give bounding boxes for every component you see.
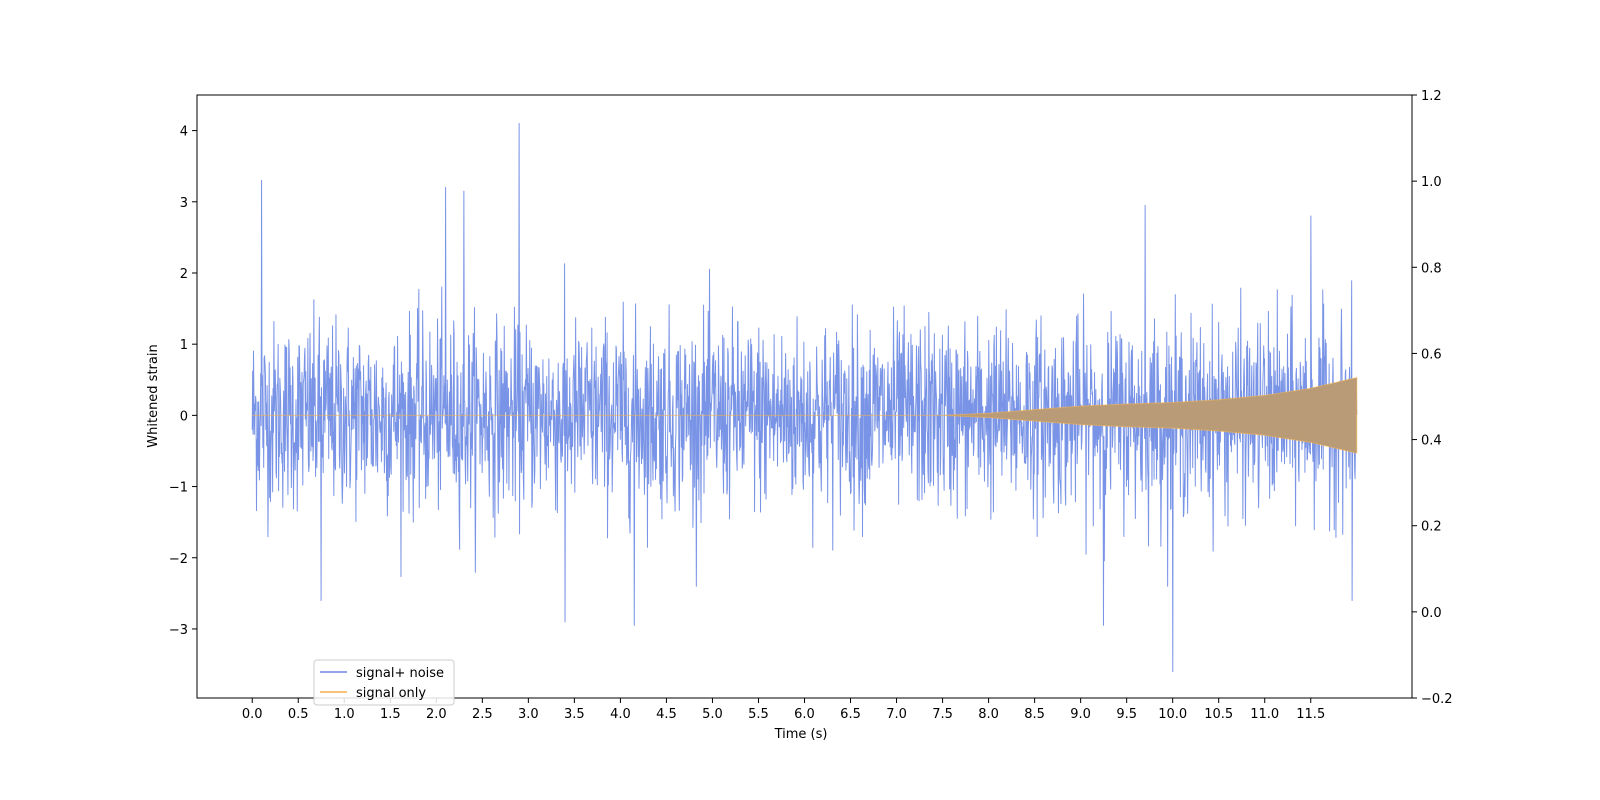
y-tick-label: −3 — [169, 623, 188, 638]
x-tick-label: 1.0 — [334, 707, 355, 722]
x-tick-label: 11.0 — [1250, 707, 1279, 722]
x-tick-label: 0.0 — [242, 707, 263, 722]
y-right-tick-label: 0.0 — [1421, 606, 1442, 621]
y-right-tick-label: 1.0 — [1421, 175, 1442, 190]
y-tick-label: 3 — [180, 196, 188, 211]
x-tick-label: 2.5 — [472, 707, 493, 722]
x-tick-label: 8.0 — [978, 707, 999, 722]
x-tick-label: 6.0 — [794, 707, 815, 722]
y-tick-label: −1 — [169, 481, 188, 496]
legend-label-signal-noise: signal+ noise — [356, 666, 444, 681]
y-right-tick-label: 1.2 — [1421, 89, 1442, 104]
x-tick-label: 5.0 — [702, 707, 723, 722]
y-tick-label: 1 — [180, 338, 188, 353]
y-axis-right: 1.2 1.0 0.8 0.6 0.4 0.2 0.0 −0.2 — [1412, 89, 1453, 707]
series-signal-noise — [251, 122, 1358, 673]
series-signal-only — [252, 377, 1358, 454]
x-tick-label: 9.0 — [1070, 707, 1091, 722]
y-right-tick-label: 0.6 — [1421, 347, 1442, 362]
x-tick-label: 10.0 — [1158, 707, 1187, 722]
legend: signal+ noise signal only — [313, 659, 455, 706]
x-tick-label: 10.5 — [1204, 707, 1233, 722]
x-tick-label: 8.5 — [1024, 707, 1045, 722]
y-tick-label: 4 — [180, 125, 188, 140]
x-tick-label: 4.0 — [610, 707, 631, 722]
y-right-tick-label: 0.2 — [1421, 520, 1442, 535]
x-tick-label: 11.5 — [1296, 707, 1325, 722]
x-tick-label: 3.5 — [564, 707, 585, 722]
x-tick-label: 7.0 — [886, 707, 907, 722]
y-right-tick-label: 0.4 — [1421, 434, 1442, 449]
x-tick-label: 3.0 — [518, 707, 539, 722]
legend-label-signal-only: signal only — [356, 686, 426, 701]
y-tick-label: 2 — [180, 267, 188, 282]
x-tick-label: 9.5 — [1116, 707, 1137, 722]
y-axis-left: 4 3 2 1 0 −1 −2 −3 — [169, 125, 197, 638]
x-tick-label: 7.5 — [932, 707, 953, 722]
plot-area — [251, 122, 1358, 673]
legend-box — [313, 659, 455, 706]
y-tick-label: 0 — [180, 409, 188, 424]
x-tick-label: 5.5 — [748, 707, 769, 722]
x-tick-label: 1.5 — [380, 707, 401, 722]
x-tick-label: 4.5 — [656, 707, 677, 722]
y-axis-label: Whitened strain — [146, 344, 161, 447]
y-right-tick-label: −0.2 — [1421, 692, 1453, 707]
x-tick-label: 0.5 — [288, 707, 309, 722]
x-axis-label: Time (s) — [774, 727, 828, 742]
y-tick-label: −2 — [169, 552, 188, 567]
y-right-tick-label: 0.8 — [1421, 261, 1442, 276]
x-tick-label: 2.0 — [426, 707, 447, 722]
x-tick-label: 6.5 — [840, 707, 861, 722]
x-axis: 0.0 0.5 1.0 1.5 2.0 2.5 3.0 3.5 4.0 4.5 5.0 5.5 6.0 6… — [242, 698, 1325, 722]
